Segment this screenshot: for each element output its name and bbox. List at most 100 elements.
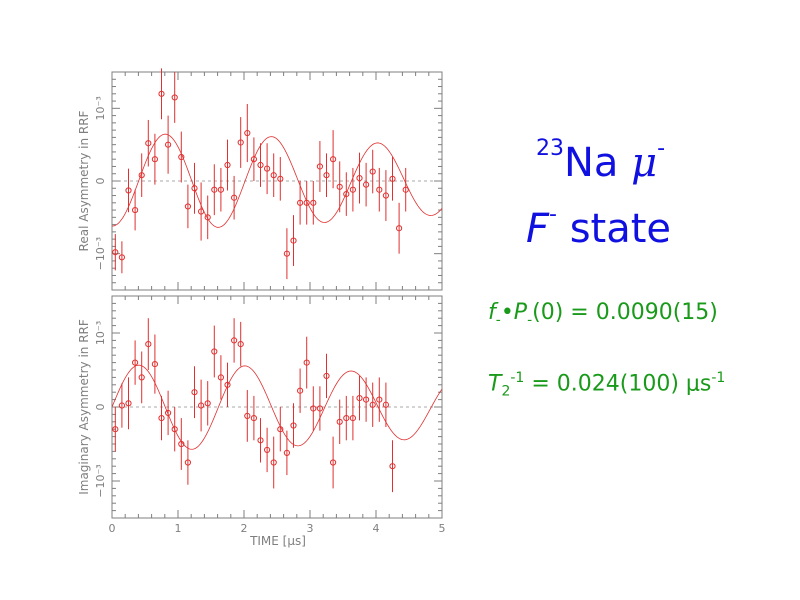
x-tick-label: 1	[175, 522, 182, 535]
title-nucleus: 23Na μ-	[536, 136, 665, 186]
data-point	[369, 168, 376, 175]
data-point	[330, 156, 337, 163]
bullet-symbol: •	[500, 300, 514, 325]
data-point	[336, 183, 343, 190]
data-point	[118, 402, 126, 409]
t-subscript: 2	[501, 383, 511, 400]
state-symbol: F	[526, 206, 550, 252]
data-point	[145, 140, 152, 147]
data-point	[211, 186, 218, 193]
x-tick-label: 0	[109, 522, 116, 535]
data-point	[283, 449, 290, 456]
x-tick-label: 2	[241, 522, 248, 535]
unit-superscript: -1	[711, 370, 726, 386]
data-point	[244, 129, 251, 137]
data-point	[250, 415, 257, 422]
data-point	[316, 405, 323, 412]
data-point	[376, 396, 383, 403]
data-point	[323, 372, 330, 380]
data-point	[184, 459, 191, 466]
data-point	[224, 161, 231, 169]
data-point	[277, 426, 284, 433]
t-symbol: T	[488, 371, 502, 397]
data-point	[356, 174, 363, 182]
muon-charge: -	[657, 136, 666, 161]
isotope-mass: 23	[536, 136, 564, 161]
fit-curve	[111, 133, 443, 228]
data-point	[198, 402, 205, 409]
data-point	[237, 341, 244, 348]
y-tick-label: −10⁻³	[94, 237, 107, 270]
y-axis-label: Real Asymmetry in RRF	[77, 110, 91, 251]
x-axis-label: TIME [μs]	[249, 534, 306, 548]
data-point	[112, 249, 119, 256]
f-subscript: -	[495, 312, 501, 329]
data-point	[264, 446, 271, 454]
state-word: state	[569, 206, 672, 252]
p-symbol: P	[513, 300, 528, 325]
data-point	[224, 381, 231, 388]
data-point	[158, 90, 165, 97]
data-point	[277, 175, 284, 182]
data-point	[396, 225, 403, 232]
data-point	[125, 400, 132, 407]
data-point	[145, 341, 152, 348]
y-tick-label: 10⁻³	[94, 321, 107, 345]
y-tick-label: 0	[94, 178, 107, 185]
data-point	[363, 396, 370, 403]
y-tick-label: −10⁻³	[94, 464, 107, 497]
data-point	[303, 199, 310, 206]
x-tick-label: 5	[439, 522, 446, 535]
data-point	[310, 405, 317, 412]
data-point	[290, 237, 297, 244]
data-point	[191, 389, 198, 396]
data-point	[138, 374, 145, 381]
y-tick-label: 10⁻³	[94, 96, 107, 120]
data-point	[270, 172, 277, 179]
amplitude-value: (0) = 0.0090(15)	[532, 300, 718, 325]
data-point	[151, 156, 158, 163]
data-point	[132, 359, 139, 366]
data-point	[389, 175, 396, 182]
data-point	[310, 199, 317, 206]
data-point	[303, 359, 310, 366]
title-state: F- state	[526, 202, 672, 252]
data-point	[165, 141, 172, 148]
data-point	[349, 415, 356, 422]
data-point	[323, 172, 330, 179]
fit-result-amplitude: f-•P-(0) = 0.0090(15)	[488, 300, 718, 328]
data-point	[382, 192, 389, 199]
y-axis-label: Imaginary Asymmetry in RRF	[77, 319, 91, 495]
data-point	[244, 412, 251, 419]
fit-result-relaxation: T2-1 = 0.024(100) μs-1	[488, 370, 725, 400]
data-point	[330, 459, 337, 466]
data-point	[264, 165, 271, 172]
data-point	[336, 418, 343, 425]
data-point	[204, 400, 211, 407]
data-point	[132, 206, 139, 214]
data-point	[151, 360, 158, 368]
data-point	[178, 440, 185, 448]
data-point	[343, 415, 350, 422]
data-point	[363, 181, 370, 188]
data-point	[217, 186, 224, 193]
data-point	[250, 156, 257, 163]
state-charge: -	[549, 202, 557, 227]
data-point	[171, 94, 178, 101]
data-point	[349, 186, 356, 193]
element-symbol: Na	[564, 140, 619, 186]
data-point	[118, 254, 126, 261]
data-point	[112, 426, 119, 433]
data-point	[376, 186, 383, 193]
y-tick-label: 0	[94, 404, 107, 411]
data-point	[231, 337, 238, 344]
data-point	[343, 190, 350, 198]
data-point	[178, 153, 185, 161]
data-point	[191, 185, 198, 192]
data-point	[270, 459, 277, 466]
data-point	[158, 415, 165, 422]
data-point	[184, 203, 191, 210]
